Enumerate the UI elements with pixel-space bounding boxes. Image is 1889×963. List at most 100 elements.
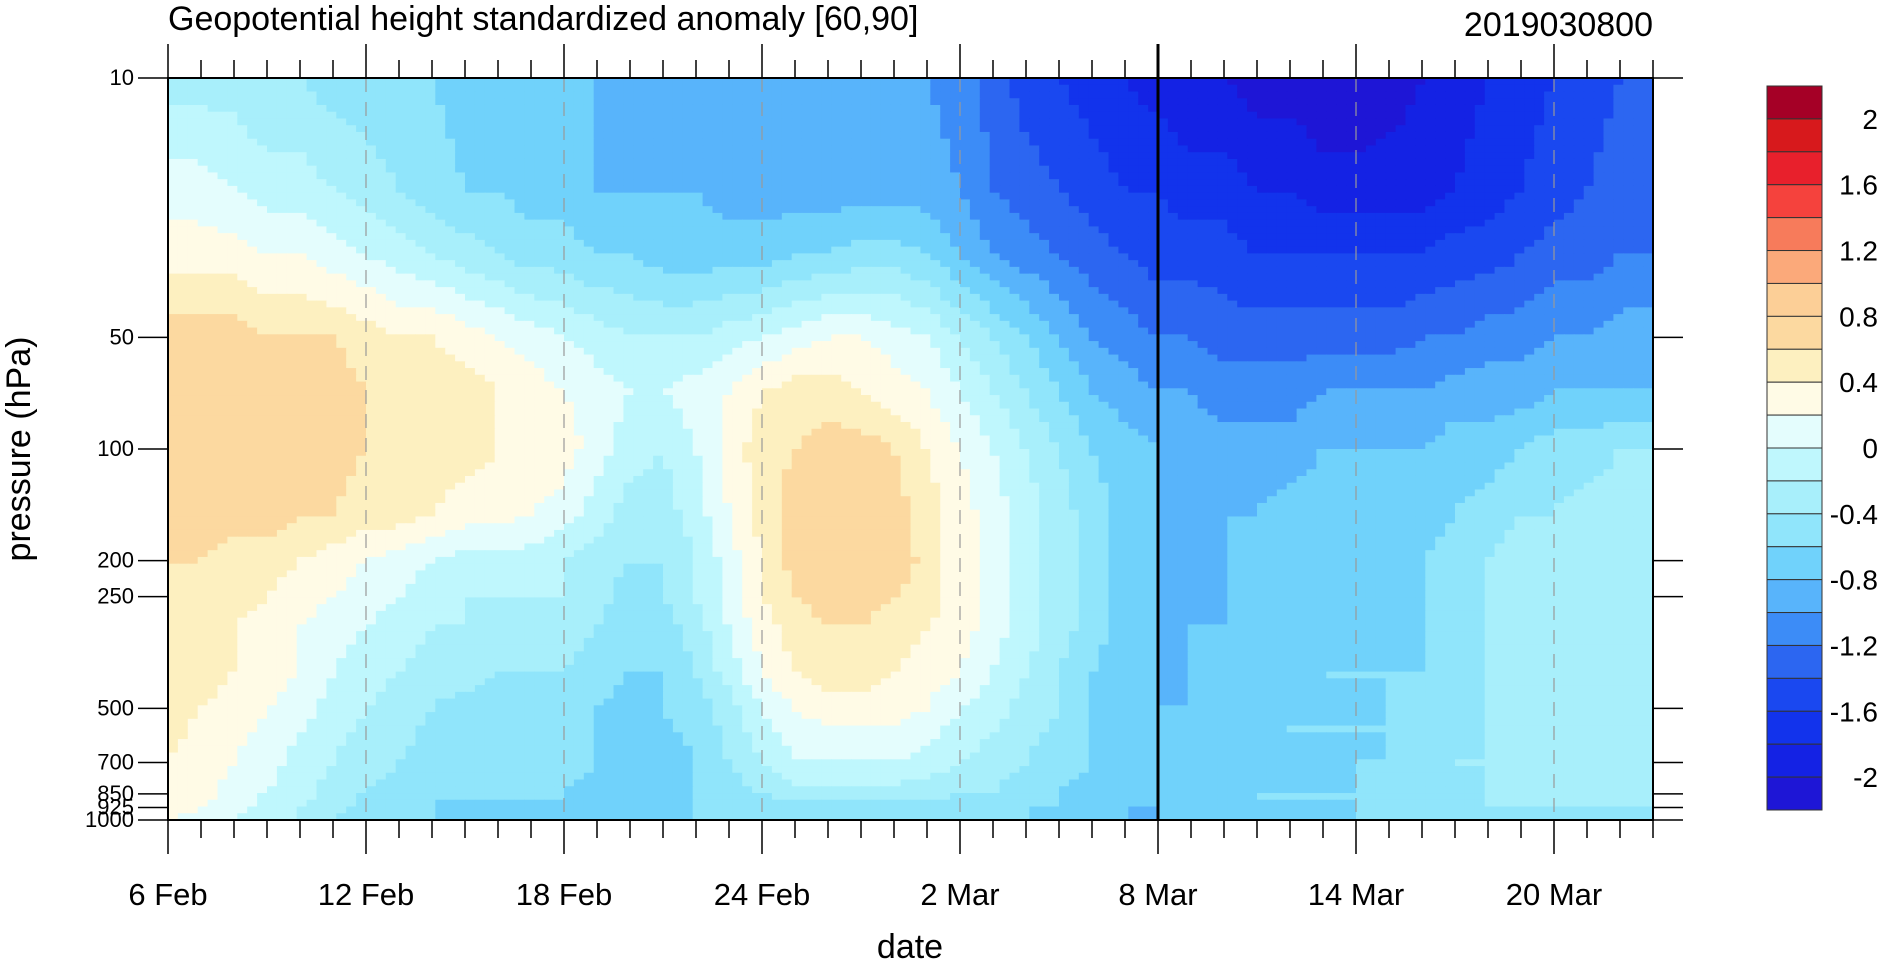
- field-cell: [1534, 112, 1545, 119]
- field-cell: [1594, 226, 1605, 233]
- field-cell: [673, 247, 684, 254]
- field-cell: [1217, 226, 1228, 233]
- field-cell: [821, 145, 832, 152]
- field-cell: [1168, 85, 1179, 92]
- field-cell: [485, 287, 496, 294]
- field-cell: [1069, 287, 1080, 294]
- field-cell: [1049, 247, 1060, 254]
- field-cell: [1455, 132, 1466, 139]
- field-cell: [1544, 125, 1555, 132]
- field-cell: [762, 240, 773, 247]
- field-cell: [1128, 85, 1139, 92]
- field-cell: [1524, 294, 1535, 301]
- field-cell: [742, 193, 753, 200]
- field-cell: [1316, 253, 1327, 260]
- field-cell: [1604, 125, 1615, 132]
- field-cell: [1049, 260, 1060, 267]
- chart-date-label: 2019030800: [1464, 6, 1653, 44]
- field-cell: [366, 125, 377, 132]
- field-cell: [485, 132, 496, 139]
- field-cell: [574, 253, 585, 260]
- field-cell: [208, 301, 219, 308]
- field-cell: [406, 139, 417, 146]
- field-cell: [802, 139, 813, 146]
- field-cell: [1019, 240, 1030, 247]
- field-cell: [1109, 280, 1120, 287]
- field-cell: [1079, 247, 1090, 254]
- field-cell: [722, 247, 733, 254]
- field-cell: [297, 125, 308, 132]
- field-cell: [1247, 152, 1258, 159]
- field-cell: [970, 78, 981, 85]
- field-cell: [1208, 98, 1219, 105]
- field-cell: [1138, 132, 1149, 139]
- field-cell: [1604, 152, 1615, 159]
- field-cell: [881, 253, 892, 260]
- field-cell: [1514, 91, 1525, 98]
- field-cell: [1277, 112, 1288, 119]
- field-cell: [911, 267, 922, 274]
- field-cell: [1554, 118, 1565, 125]
- field-cell: [960, 220, 971, 227]
- field-cell: [1574, 199, 1585, 206]
- field-cell: [445, 78, 456, 85]
- field-cell: [1524, 172, 1535, 179]
- field-cell: [970, 193, 981, 200]
- field-cell: [1534, 152, 1545, 159]
- field-cell: [940, 247, 951, 254]
- field-cell: [703, 159, 714, 166]
- field-cell: [782, 240, 793, 247]
- field-cell: [1000, 91, 1011, 98]
- field-cell: [1079, 112, 1090, 119]
- field-cell: [564, 193, 575, 200]
- field-cell: [881, 98, 892, 105]
- field-cell: [1435, 253, 1446, 260]
- field-cell: [1554, 105, 1565, 112]
- field-cell: [267, 247, 278, 254]
- field-cell: [1019, 260, 1030, 267]
- field-cell: [831, 226, 842, 233]
- field-cell: [693, 179, 704, 186]
- field-cell: [455, 247, 466, 254]
- field-cell: [970, 220, 981, 227]
- field-cell: [218, 112, 229, 119]
- field-cell: [1425, 179, 1436, 186]
- field-cell: [574, 132, 585, 139]
- field-cell: [1386, 260, 1397, 267]
- field-cell: [1524, 132, 1535, 139]
- field-cell: [1435, 166, 1446, 173]
- field-cell: [564, 240, 575, 247]
- field-cell: [1257, 186, 1268, 193]
- field-cell: [1118, 274, 1129, 281]
- field-cell: [475, 172, 486, 179]
- field-cell: [1287, 186, 1298, 193]
- field-cell: [1574, 287, 1585, 294]
- field-cell: [881, 78, 892, 85]
- field-cell: [1554, 145, 1565, 152]
- field-cell: [455, 253, 466, 260]
- field-cell: [1396, 118, 1407, 125]
- field-cell: [1386, 118, 1397, 125]
- field-cell: [930, 118, 941, 125]
- field-cell: [604, 145, 615, 152]
- field-cell: [1485, 166, 1496, 173]
- field-cell: [1178, 280, 1189, 287]
- field-cell: [1198, 199, 1209, 206]
- field-cell: [1485, 105, 1496, 112]
- field-cell: [653, 280, 664, 287]
- field-cell: [475, 152, 486, 159]
- field-cell: [1079, 199, 1090, 206]
- field-cell: [1208, 199, 1219, 206]
- field-cell: [1485, 267, 1496, 274]
- field-cell: [1109, 186, 1120, 193]
- field-cell: [1604, 78, 1615, 85]
- field-cell: [1465, 260, 1476, 267]
- field-cell: [831, 233, 842, 240]
- field-cell: [812, 91, 823, 98]
- field-cell: [247, 274, 258, 281]
- field-cell: [1059, 226, 1070, 233]
- field-cell: [1495, 206, 1506, 213]
- field-cell: [386, 294, 397, 301]
- field-cell: [821, 287, 832, 294]
- field-cell: [1366, 186, 1377, 193]
